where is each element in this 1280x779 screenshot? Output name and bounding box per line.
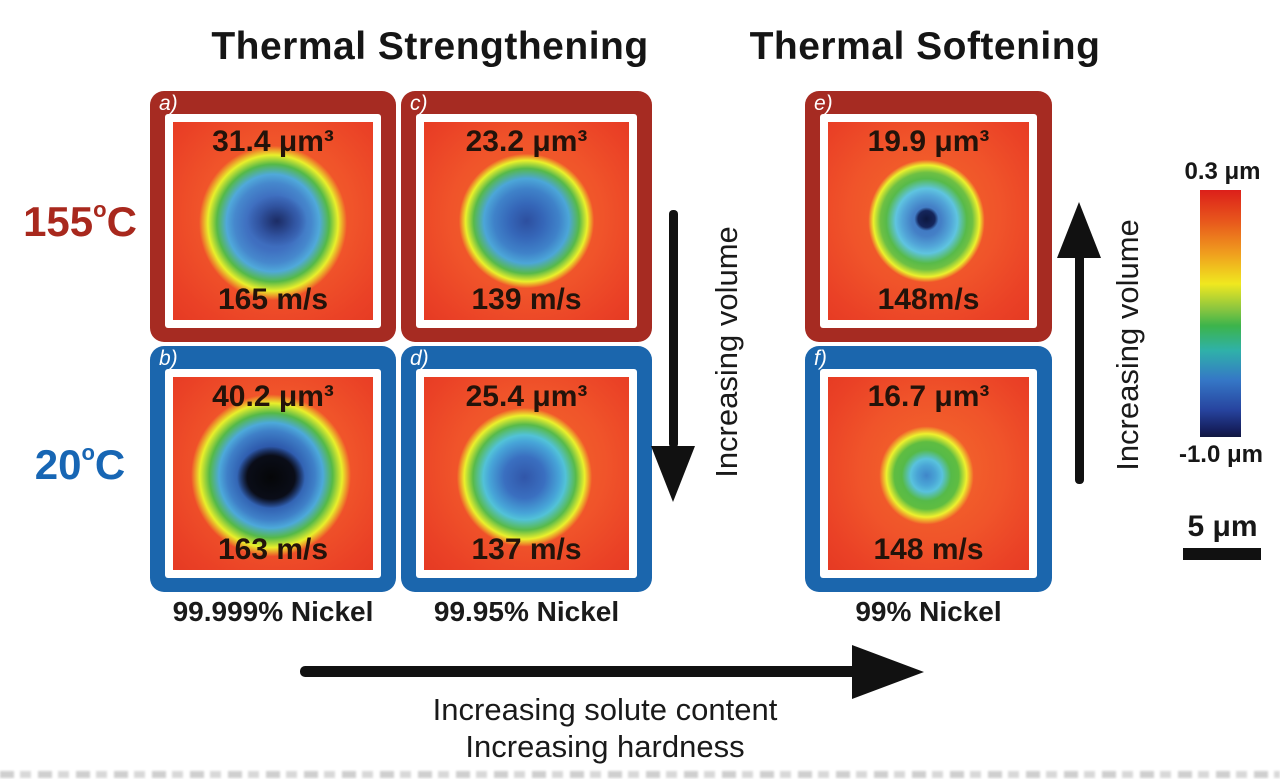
- heatmap-crater-image: 19.9 μm³ 148m/s: [828, 122, 1029, 320]
- increasing-hardness-label: Increasing hardness: [465, 729, 745, 764]
- impact-speed-value: 148 m/s: [873, 533, 984, 566]
- panel-a: a) 31.4 μm³ 165 m/s: [150, 91, 396, 342]
- panel-label: f): [814, 347, 827, 370]
- scale-bar-label: 5 μm: [1187, 510, 1258, 543]
- temperature-value: 20: [34, 441, 82, 488]
- panel-frame: 19.9 μm³ 148m/s: [820, 114, 1037, 328]
- panel-label: e): [814, 92, 833, 115]
- increasing-solute-content-label: Increasing solute content: [432, 692, 778, 727]
- impact-speed-value: 148m/s: [877, 283, 980, 316]
- colorbar-max-label: 0.3 μm: [1184, 158, 1261, 185]
- panel-b: b) 40.2 μm³ 163 m/s: [150, 346, 396, 592]
- panel-label: d): [410, 347, 429, 370]
- volume-value: 40.2 μm³: [212, 380, 334, 413]
- temperature-value: 155: [23, 198, 94, 245]
- impact-speed-value: 163 m/s: [217, 533, 329, 566]
- arrow-right-icon: [300, 666, 858, 677]
- figure-title-left: Thermal Strengthening: [211, 25, 649, 68]
- increasing-volume-label-right: Increasing volume: [1110, 219, 1145, 471]
- degree-symbol: o: [93, 197, 107, 222]
- colorbar: [1200, 190, 1241, 437]
- arrow-up-icon: [1075, 252, 1084, 484]
- temperature-label-20c: 20oC: [8, 440, 152, 489]
- column-label-9995-nickel: 99.95% Nickel: [433, 596, 620, 627]
- panel-e: e) 19.9 μm³ 148m/s: [805, 91, 1052, 342]
- panel-label: c): [410, 92, 428, 115]
- panel-frame: 25.4 μm³ 137 m/s: [416, 369, 637, 578]
- heatmap-crater-image: 40.2 μm³ 163 m/s: [173, 377, 373, 570]
- arrow-down-icon: [669, 210, 678, 448]
- figure-title-right: Thermal Softening: [749, 25, 1101, 68]
- volume-value: 19.9 μm³: [867, 125, 990, 158]
- impact-speed-value: 165 m/s: [217, 283, 329, 316]
- panel-frame: 31.4 μm³ 165 m/s: [165, 114, 381, 328]
- arrow-up-head-icon: [1057, 202, 1101, 258]
- temperature-label-155c: 155oC: [8, 197, 152, 246]
- arrow-right-head-icon: [852, 645, 924, 699]
- panel-label: a): [159, 92, 178, 115]
- panel-frame: 16.7 μm³ 148 m/s: [820, 369, 1037, 578]
- heatmap-crater-image: 16.7 μm³ 148 m/s: [828, 377, 1029, 570]
- volume-value: 23.2 μm³: [465, 125, 588, 158]
- panel-c: c) 23.2 μm³ 139 m/s: [401, 91, 652, 342]
- volume-value: 31.4 μm³: [212, 125, 334, 158]
- colorbar-min-label: -1.0 μm: [1178, 441, 1264, 468]
- panel-frame: 40.2 μm³ 163 m/s: [165, 369, 381, 578]
- heatmap-crater-image: 31.4 μm³ 165 m/s: [173, 122, 373, 320]
- temperature-unit: C: [106, 198, 137, 245]
- column-label-99-nickel: 99% Nickel: [855, 596, 1002, 627]
- cropped-caption-strip: [0, 771, 1280, 778]
- scale-bar-line: [1183, 548, 1261, 560]
- heatmap-crater-image: 25.4 μm³ 137 m/s: [424, 377, 629, 570]
- volume-value: 25.4 μm³: [465, 380, 588, 413]
- temperature-unit: C: [94, 441, 126, 488]
- column-label-99999-nickel: 99.999% Nickel: [172, 596, 374, 627]
- impact-speed-value: 137 m/s: [471, 533, 582, 566]
- impact-speed-value: 139 m/s: [471, 283, 582, 316]
- heatmap-crater-image: 23.2 μm³ 139 m/s: [424, 122, 629, 320]
- panel-f: f) 16.7 μm³ 148 m/s: [805, 346, 1052, 592]
- panel-d: d) 25.4 μm³ 137 m/s: [401, 346, 652, 592]
- arrow-down-head-icon: [651, 446, 695, 502]
- degree-symbol: o: [81, 440, 95, 465]
- increasing-volume-label-middle: Increasing volume: [709, 226, 744, 478]
- volume-value: 16.7 μm³: [867, 380, 990, 413]
- panel-label: b): [159, 347, 178, 370]
- panel-frame: 23.2 μm³ 139 m/s: [416, 114, 637, 328]
